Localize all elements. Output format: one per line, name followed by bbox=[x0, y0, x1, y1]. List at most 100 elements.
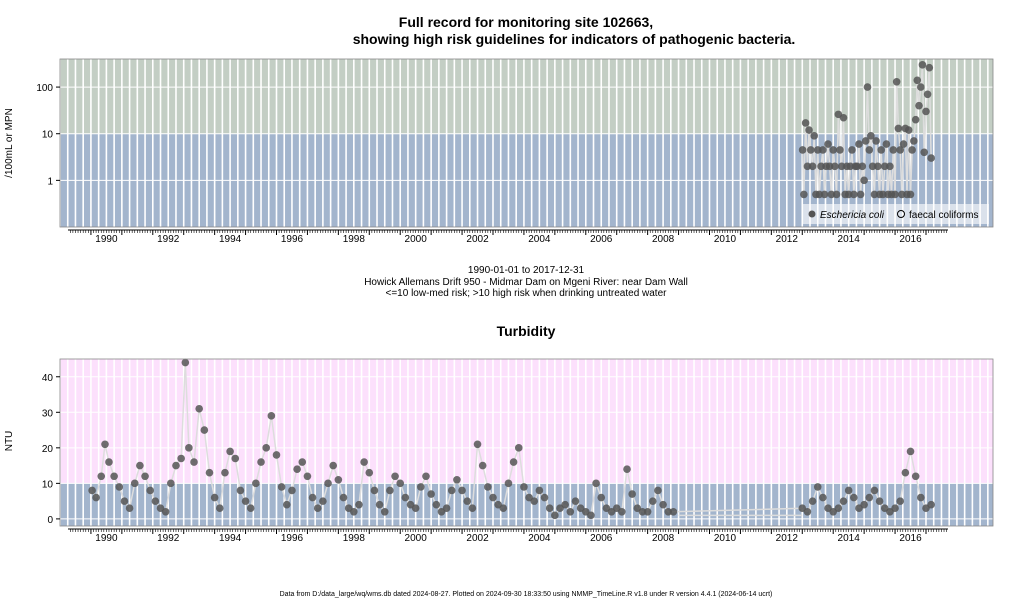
x-tick-label: 2004 bbox=[528, 533, 551, 544]
x-tick-label: 1996 bbox=[281, 234, 304, 245]
x-tick-label: 2016 bbox=[899, 234, 922, 245]
data-point bbox=[566, 507, 575, 516]
data-point bbox=[805, 126, 813, 134]
data-point bbox=[867, 132, 875, 140]
data-point bbox=[915, 101, 923, 110]
series-connector bbox=[909, 149, 913, 195]
data-point bbox=[185, 444, 193, 452]
data-point bbox=[151, 497, 160, 505]
data-point bbox=[246, 504, 255, 513]
series-connector bbox=[875, 140, 879, 167]
x-tick-label: 2004 bbox=[528, 234, 551, 245]
series-connector bbox=[471, 444, 479, 509]
data-point bbox=[262, 444, 270, 452]
data-point bbox=[901, 468, 910, 477]
data-point bbox=[896, 497, 905, 505]
data-point bbox=[489, 493, 497, 502]
data-point bbox=[329, 461, 337, 470]
data-point bbox=[803, 507, 812, 516]
data-point bbox=[272, 451, 281, 459]
data-point bbox=[205, 468, 214, 477]
series-connector bbox=[899, 472, 907, 502]
data-point bbox=[380, 507, 389, 516]
data-point bbox=[545, 504, 554, 513]
series-connector bbox=[358, 461, 365, 505]
data-point bbox=[839, 497, 848, 505]
data-point bbox=[478, 461, 487, 470]
data-point bbox=[819, 493, 827, 502]
data-point bbox=[623, 465, 631, 473]
data-point bbox=[427, 490, 435, 498]
data-point bbox=[875, 497, 884, 505]
data-point bbox=[215, 504, 224, 513]
x-tick-label: 1994 bbox=[219, 234, 242, 245]
data-point bbox=[504, 479, 513, 488]
data-point bbox=[587, 511, 595, 520]
data-point bbox=[839, 113, 848, 122]
x-tick-label: 2006 bbox=[590, 234, 613, 245]
data-point bbox=[236, 486, 245, 495]
footer-note: Data from D:/data_large/wq/wms.db dated … bbox=[280, 591, 773, 598]
bacteria-panel: 1 10 100 1990 1992 1994 1996 1998 2000 2002 2004 20… bbox=[4, 14, 994, 245]
data-point bbox=[172, 461, 180, 470]
data-point bbox=[473, 440, 482, 449]
data-point bbox=[401, 493, 410, 502]
data-point bbox=[836, 146, 844, 154]
series-connector bbox=[164, 483, 172, 512]
turbidity-title: Turbidity bbox=[497, 323, 556, 339]
data-point bbox=[520, 483, 528, 491]
x-tick-label: 2010 bbox=[714, 533, 737, 544]
data-point bbox=[190, 458, 198, 466]
bacteria-plot-background bbox=[59, 59, 993, 227]
data-point bbox=[458, 486, 466, 495]
caption-block: 1990-01-01 to 2017-12-31 Howick Allemans… bbox=[364, 265, 688, 299]
plot-frame bbox=[59, 58, 994, 228]
x-tick-label: 1990 bbox=[95, 234, 118, 245]
data-point bbox=[417, 483, 425, 491]
data-point bbox=[806, 146, 815, 154]
series-connector bbox=[208, 472, 216, 498]
data-point bbox=[810, 132, 818, 140]
data-point bbox=[829, 146, 838, 154]
data-point bbox=[834, 504, 843, 513]
data-point bbox=[277, 483, 286, 491]
legend-fc-label: faecal coliforms bbox=[909, 210, 978, 221]
data-point bbox=[324, 479, 332, 488]
data-point bbox=[551, 511, 559, 520]
x-tick-label: 1990 bbox=[95, 533, 118, 544]
series-connector bbox=[923, 111, 927, 153]
legend-ecoli-label: Eschericia coli bbox=[820, 210, 885, 221]
data-point bbox=[863, 83, 872, 91]
turbidity-axes: 0 10 20 30 40 1990 1992 1994 1996 1998 2000 2002 200… bbox=[42, 358, 994, 544]
data-point bbox=[125, 504, 134, 513]
series-connector bbox=[921, 64, 925, 153]
data-point bbox=[226, 447, 234, 456]
data-point bbox=[105, 458, 113, 466]
data-point bbox=[808, 497, 817, 505]
data-point bbox=[891, 190, 899, 199]
data-point bbox=[917, 83, 925, 91]
data-point bbox=[896, 146, 905, 154]
data-point bbox=[167, 479, 175, 488]
x-tick-label: 2000 bbox=[405, 533, 428, 544]
data-point bbox=[872, 137, 880, 145]
data-point bbox=[241, 497, 250, 505]
bacteria-title-line-1: Full record for monitoring site 102663, bbox=[399, 14, 653, 30]
data-point bbox=[396, 479, 405, 488]
data-point bbox=[484, 483, 492, 491]
data-point bbox=[509, 458, 518, 466]
data-point bbox=[350, 507, 358, 516]
turbidity-panel: 0 10 20 30 40 1990 1992 1994 1996 1998 2000 2002 200… bbox=[4, 323, 994, 544]
series-connector bbox=[928, 67, 932, 159]
series-connector bbox=[901, 144, 905, 195]
series-connector bbox=[863, 140, 867, 181]
turbidity-marks bbox=[88, 358, 935, 520]
data-point bbox=[873, 162, 882, 171]
series-connector bbox=[219, 472, 226, 509]
y-tick-label: 40 bbox=[42, 373, 54, 384]
x-tick-label: 2002 bbox=[466, 533, 489, 544]
high-risk-band bbox=[60, 359, 993, 484]
data-point bbox=[101, 440, 109, 449]
series-connector bbox=[909, 451, 917, 477]
data-point bbox=[808, 162, 817, 171]
